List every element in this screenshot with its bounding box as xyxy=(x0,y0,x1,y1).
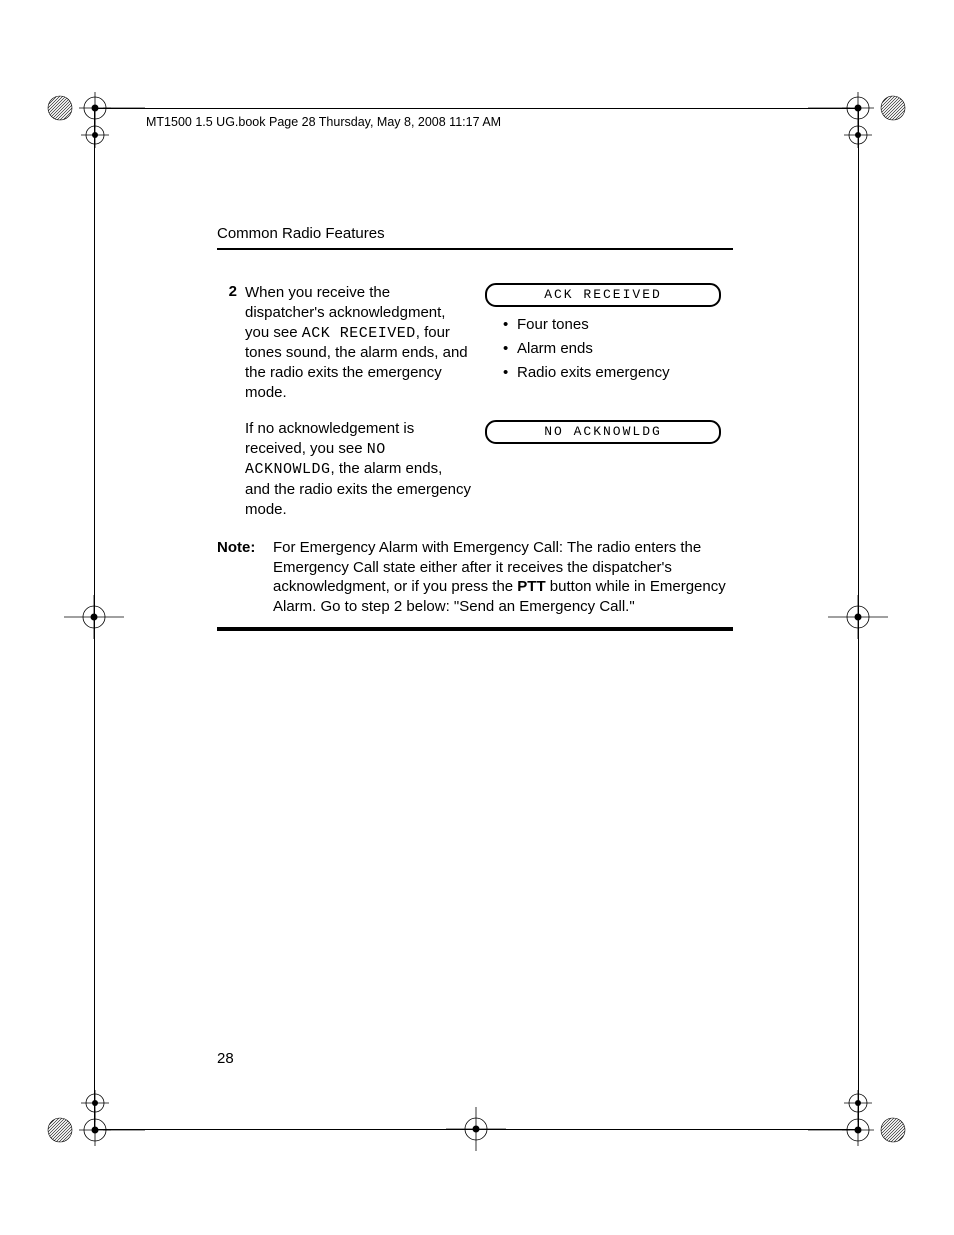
section-title: Common Radio Features xyxy=(217,225,385,242)
step-row: 2 When you receive the dispatcher's ackn… xyxy=(217,283,733,520)
registration-mark-bl xyxy=(45,1090,145,1160)
registration-mark-mr xyxy=(826,592,891,642)
list-item: Four tones xyxy=(503,315,733,335)
right-column: ACK RECEIVED Four tones Alarm ends Radio… xyxy=(471,283,733,452)
page-number: 28 xyxy=(217,1050,234,1067)
end-rule xyxy=(217,627,733,631)
registration-mark-bm xyxy=(444,1104,509,1154)
note-ptt: PTT xyxy=(517,578,545,595)
title-rule xyxy=(217,248,733,250)
crop-line-top xyxy=(95,108,858,109)
registration-mark-br xyxy=(808,1090,908,1160)
step-para2-a: If no acknowledgement is received, you s… xyxy=(245,420,414,457)
note-body: For Emergency Alarm with Emergency Call:… xyxy=(273,538,733,617)
bullet-list: Four tones Alarm ends Radio exits emerge… xyxy=(493,315,733,382)
header-file-info: MT1500 1.5 UG.book Page 28 Thursday, May… xyxy=(146,115,501,129)
crop-line-bottom xyxy=(95,1129,858,1130)
page: MT1500 1.5 UG.book Page 28 Thursday, May… xyxy=(0,0,954,1235)
step-body: When you receive the dispatcher's acknow… xyxy=(245,283,471,520)
step-para1-mono: ACK RECEIVED xyxy=(302,325,416,342)
lcd-display-2: NO ACKNOWLDG xyxy=(485,420,721,444)
registration-mark-ml xyxy=(62,592,127,642)
content-area: 2 When you receive the dispatcher's ackn… xyxy=(217,283,733,631)
step-number: 2 xyxy=(217,283,245,300)
registration-mark-tl xyxy=(45,78,145,148)
list-item: Alarm ends xyxy=(503,339,733,359)
step-para1: When you receive the dispatcher's acknow… xyxy=(245,283,471,403)
registration-mark-tr xyxy=(808,78,908,148)
note-row: Note: For Emergency Alarm with Emergency… xyxy=(217,538,733,617)
crop-line-right xyxy=(858,108,859,1130)
lcd-display-1: ACK RECEIVED xyxy=(485,283,721,307)
step-para2: If no acknowledgement is received, you s… xyxy=(245,419,471,520)
note-label: Note: xyxy=(217,538,273,617)
list-item: Radio exits emergency xyxy=(503,363,733,383)
crop-line-left xyxy=(94,108,95,1130)
